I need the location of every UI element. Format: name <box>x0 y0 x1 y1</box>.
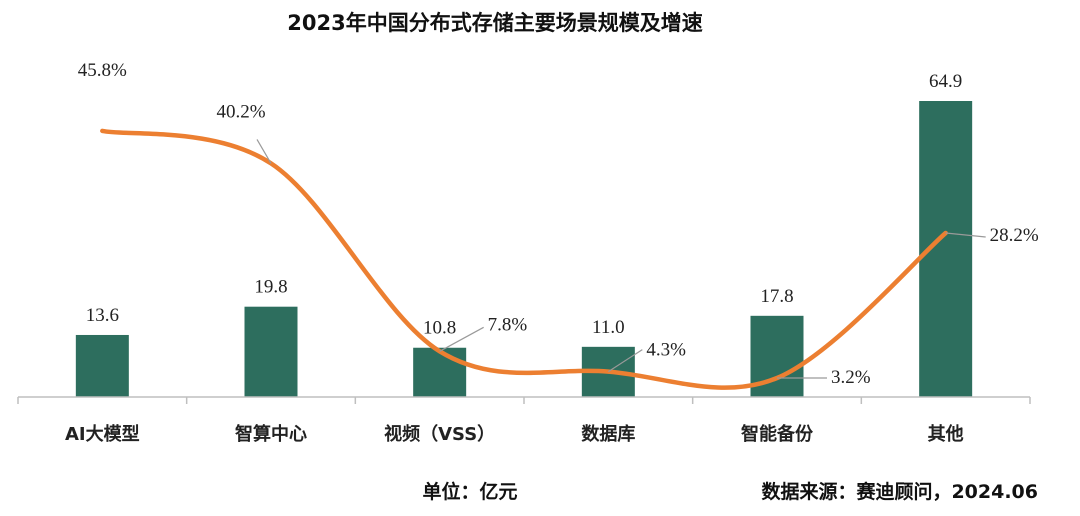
unit-note: 单位：亿元 <box>422 480 517 503</box>
category-label-4: 智能备份 <box>741 423 814 445</box>
bar-value-label-1: 19.8 <box>254 277 287 298</box>
bar-value-label-0: 13.6 <box>86 305 119 326</box>
category-label-0: AI大模型 <box>65 423 140 445</box>
growth-label-5: 28.2% <box>990 225 1039 246</box>
bar-value-label-2: 10.8 <box>423 318 456 339</box>
bar-value-label-5: 64.9 <box>929 71 962 92</box>
growth-label-4: 3.2% <box>831 367 871 388</box>
bar-0 <box>75 334 129 397</box>
bar-value-label-3: 11.0 <box>592 317 625 338</box>
chart-title: 2023年中国分布式存储主要场景规模及增速 <box>287 11 702 35</box>
leader-line-3 <box>608 349 643 373</box>
bar-value-label-4: 17.8 <box>760 286 793 307</box>
bar-value-labels: 13.6 19.8 10.8 11.0 17.8 64.9 <box>86 71 963 339</box>
growth-label-3: 4.3% <box>646 340 686 361</box>
category-label-2: 视频（VSS） <box>384 423 495 445</box>
label-leader-lines <box>256 139 986 379</box>
category-label-3: 数据库 <box>581 423 635 445</box>
category-label-1: 智算中心 <box>235 423 307 445</box>
source-note: 数据来源：赛迪顾问，2024.06 <box>761 480 1038 503</box>
growth-rate-labels: 45.8% 40.2% 7.8% 4.3% 3.2% 28.2% <box>78 60 1039 388</box>
growth-line <box>100 128 948 390</box>
growth-label-0: 45.8% <box>78 60 127 81</box>
leader-line-5 <box>945 232 986 238</box>
x-axis-ticks <box>17 397 1031 404</box>
growth-label-1: 40.2% <box>216 101 265 122</box>
leader-line-2 <box>439 326 484 352</box>
bar-1 <box>244 306 298 397</box>
category-label-5: 其他 <box>928 423 964 445</box>
leader-line-1 <box>256 139 272 164</box>
growth-label-2: 7.8% <box>488 314 528 335</box>
bar-series <box>75 101 973 397</box>
category-labels: AI大模型 智算中心 视频（VSS） 数据库 智能备份 其他 <box>65 423 964 445</box>
bar-2 <box>413 347 467 397</box>
